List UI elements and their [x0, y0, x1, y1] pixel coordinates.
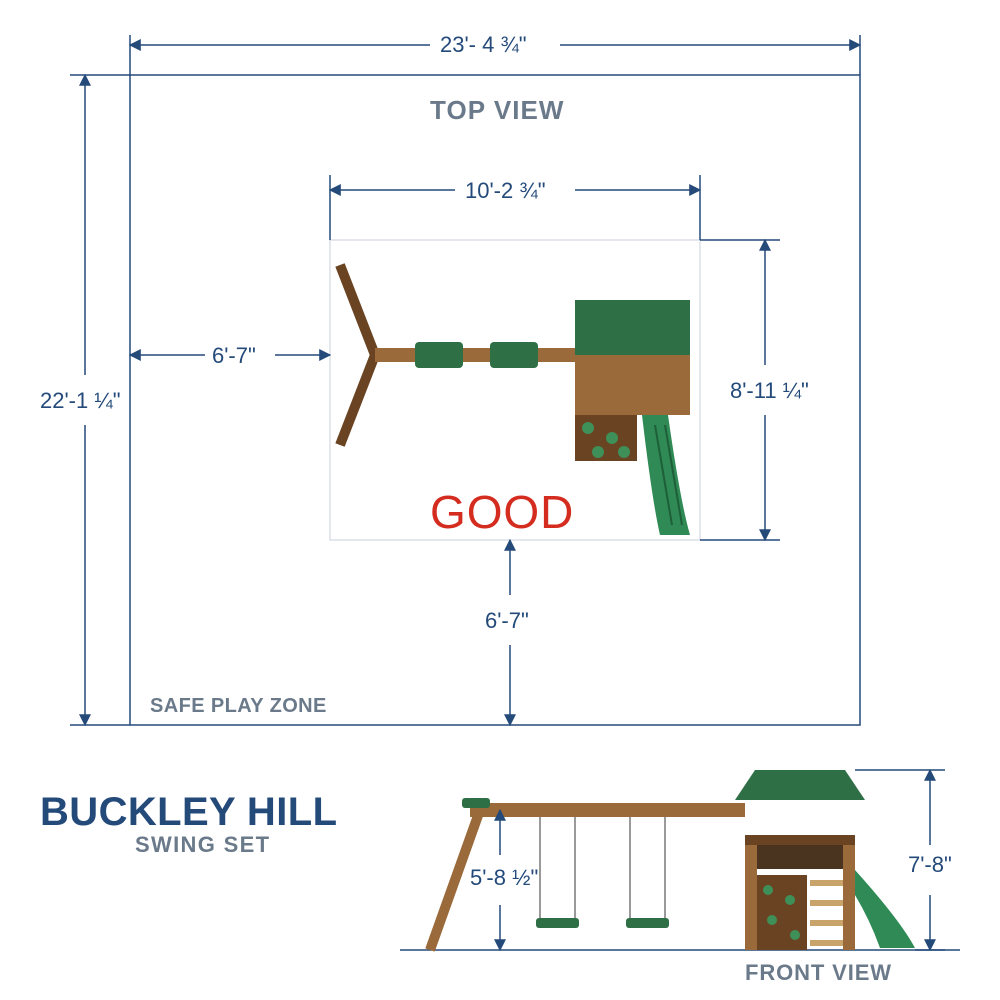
top-view-label: TOP VIEW [430, 95, 565, 126]
dim-overall-width-label: 23'- 4 ¾" [440, 32, 527, 58]
dim-front-total-h-label: 7'-8" [908, 852, 952, 878]
product-title: BUCKLEY HILL [40, 790, 337, 835]
product-subtitle: SWING SET [135, 832, 270, 858]
frontview-playset [400, 770, 960, 950]
dim-equip-width-label: 10'-2 ¾" [465, 178, 546, 204]
diagram-stage: 23'- 4 ¾" 22'-1 ¼" TOP VIEW 10'-2 ¾" 8'-… [0, 0, 1000, 1000]
dim-front-swing-h-label: 5'-8 ½" [470, 865, 538, 891]
dim-equip-depth-label: 8'-11 ¼" [730, 378, 809, 404]
good-overlay: GOOD [430, 485, 574, 539]
dim-overall-height-label: 22'-1 ¼" [40, 388, 121, 414]
dim-clear-left-label: 6'-7" [212, 343, 256, 369]
front-view-label: FRONT VIEW [745, 960, 892, 986]
safe-play-zone-label: SAFE PLAY ZONE [150, 695, 327, 718]
dim-clear-bottom-label: 6'-7" [485, 608, 529, 634]
